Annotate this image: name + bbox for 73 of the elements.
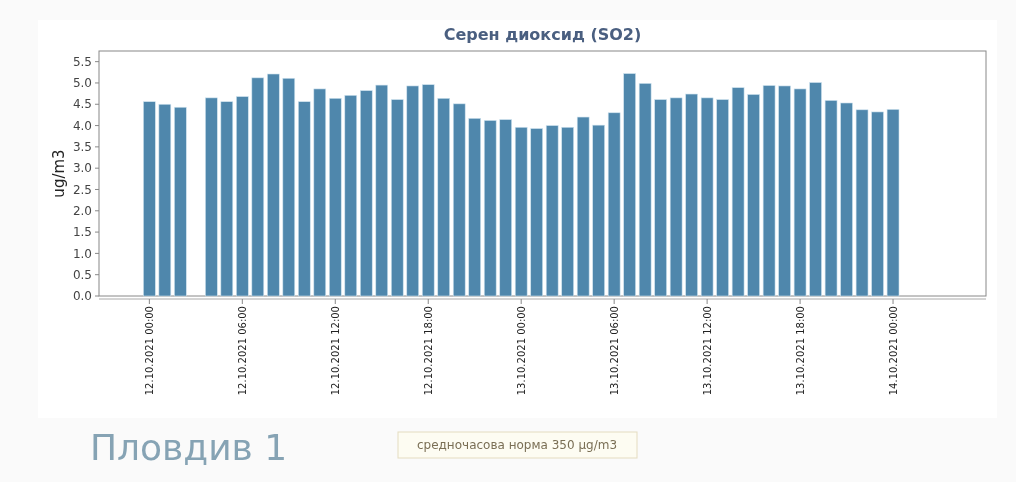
bar <box>793 88 807 297</box>
bar <box>638 83 652 297</box>
bar <box>143 101 156 297</box>
bar <box>313 88 327 297</box>
bar <box>840 102 853 297</box>
y-tick-label: 3.0 <box>72 161 92 176</box>
x-tick-label: 13.10.2021 06:00 <box>608 306 620 396</box>
bar <box>452 103 466 297</box>
y-tick-label: 4.0 <box>72 118 92 133</box>
bar <box>700 97 714 297</box>
y-tick-label: 0.0 <box>72 289 92 304</box>
bar <box>483 120 497 297</box>
y-tick-label: 0.5 <box>72 267 92 282</box>
x-tick-label: 12.10.2021 12:00 <box>329 306 341 396</box>
bar <box>329 98 342 297</box>
bar <box>251 77 265 297</box>
bar <box>592 124 605 297</box>
y-tick-label: 1.0 <box>72 246 92 261</box>
y-tick-label: 2.0 <box>72 203 92 218</box>
bar <box>406 85 420 297</box>
bar <box>855 109 869 297</box>
bar <box>576 116 590 297</box>
bar <box>762 85 776 297</box>
y-axis-title: ug/m3 <box>50 149 68 198</box>
y-tick-label: 3.5 <box>72 140 92 155</box>
bar <box>654 99 667 297</box>
bar <box>205 97 218 297</box>
bar <box>809 82 822 297</box>
x-tick-label: 12.10.2021 06:00 <box>236 306 248 396</box>
bar <box>607 112 621 297</box>
bar <box>685 93 698 297</box>
bar <box>174 106 187 297</box>
y-tick-label: 2.5 <box>72 182 92 197</box>
x-tick-label: 14.10.2021 00:00 <box>887 306 899 396</box>
bar <box>716 99 729 297</box>
bar <box>530 128 543 297</box>
bar <box>437 98 450 297</box>
bar <box>778 85 791 297</box>
bar <box>747 94 760 297</box>
bar <box>375 84 389 297</box>
bar <box>886 109 900 297</box>
text: средночасова норма 350 μg/m3 <box>416 438 618 453</box>
bar <box>421 84 435 297</box>
text: Пловдив 1 <box>90 427 288 468</box>
bar <box>545 125 559 297</box>
x-tick-label: 12.10.2021 18:00 <box>422 306 434 396</box>
bar <box>298 101 311 297</box>
bar <box>514 126 528 297</box>
bar <box>360 90 373 297</box>
bar <box>871 111 884 297</box>
chart-title: Серен диоксид (SO2) <box>443 25 642 44</box>
y-tick-label: 5.0 <box>72 76 92 91</box>
x-tick-label: 13.10.2021 12:00 <box>701 306 713 396</box>
x-tick-label: 13.10.2021 00:00 <box>515 306 527 396</box>
bar <box>220 101 234 297</box>
bar <box>390 99 404 297</box>
bar <box>282 77 296 297</box>
y-tick-label: 4.5 <box>72 97 92 112</box>
y-tick-label: 5.5 <box>72 54 92 69</box>
bar <box>731 87 745 297</box>
bar <box>236 96 249 297</box>
bar <box>561 126 574 297</box>
bar <box>623 73 636 297</box>
bar <box>468 118 481 297</box>
bar <box>158 103 172 297</box>
bar <box>267 73 280 297</box>
bar <box>824 100 838 297</box>
bar <box>499 119 512 297</box>
y-tick-label: 1.5 <box>72 225 92 240</box>
bar <box>669 97 683 297</box>
bar <box>344 95 358 297</box>
x-tick-label: 12.10.2021 00:00 <box>143 306 155 396</box>
x-tick-label: 13.10.2021 18:00 <box>794 306 806 396</box>
